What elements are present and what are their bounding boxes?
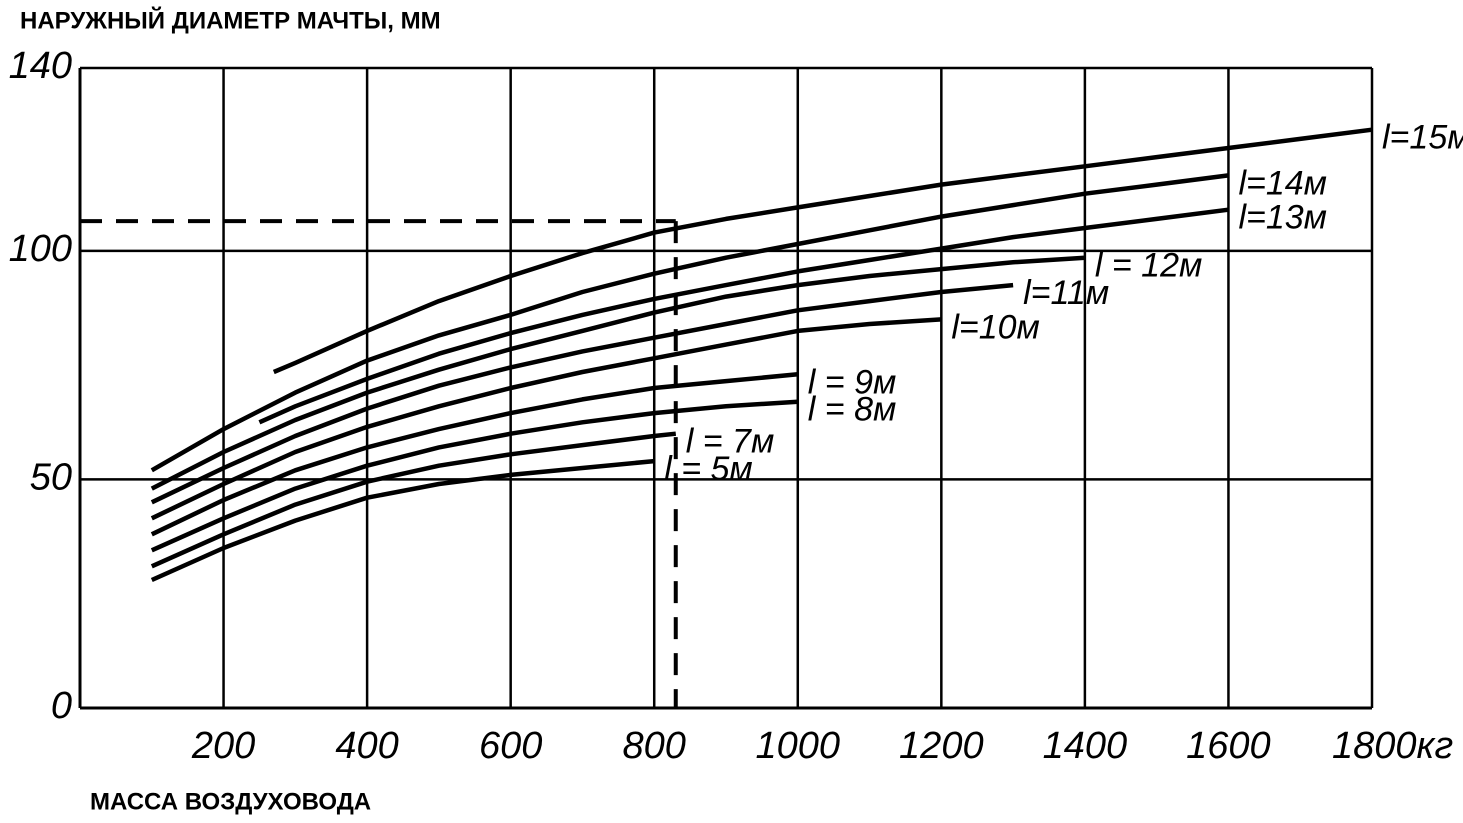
x-tick-label: 1000 (756, 725, 841, 767)
x-tick-label: 200 (191, 725, 255, 767)
series-line (272, 127, 1373, 375)
series-line (150, 317, 942, 521)
x-tick-label: 1400 (1043, 725, 1128, 767)
x-tick-label: 1800кг (1332, 725, 1453, 767)
x-tick-label: 400 (335, 725, 398, 767)
series-label: l=15м (1382, 119, 1463, 157)
series-line (150, 173, 1229, 473)
series-line (150, 282, 1014, 505)
x-tick-label: 600 (479, 725, 542, 767)
series-line (150, 255, 1086, 491)
series-line (150, 372, 799, 537)
series-label: l = 9м (808, 363, 897, 401)
series-label: l=10м (951, 308, 1040, 346)
series-label: l = 12м (1095, 247, 1202, 285)
series-line (150, 431, 677, 569)
series-label: l = 8м (808, 391, 897, 429)
series-line (258, 207, 1229, 425)
y-axis-label: НАРУЖНЫЙ ДИАМЕТР МАЧТЫ, ММ (20, 6, 441, 34)
x-tick-label: 1600 (1186, 725, 1271, 767)
x-tick-label: 1200 (899, 725, 984, 767)
series-label: l=13м (1238, 199, 1327, 237)
series-line (150, 458, 655, 583)
series-label: l=14м (1238, 164, 1327, 202)
x-axis-label: МАССА ВОЗДУХОВОДА (90, 788, 371, 815)
y-tick-label: 140 (9, 45, 72, 87)
series-label: l = 5м (664, 450, 753, 488)
series-label: l = 7м (686, 423, 775, 461)
y-tick-label: 0 (51, 685, 72, 727)
y-tick-label: 50 (30, 456, 72, 498)
series-line (150, 399, 798, 553)
x-tick-label: 800 (623, 725, 686, 767)
y-tick-label: 100 (9, 228, 72, 270)
series-label: l=11м (1023, 274, 1109, 312)
